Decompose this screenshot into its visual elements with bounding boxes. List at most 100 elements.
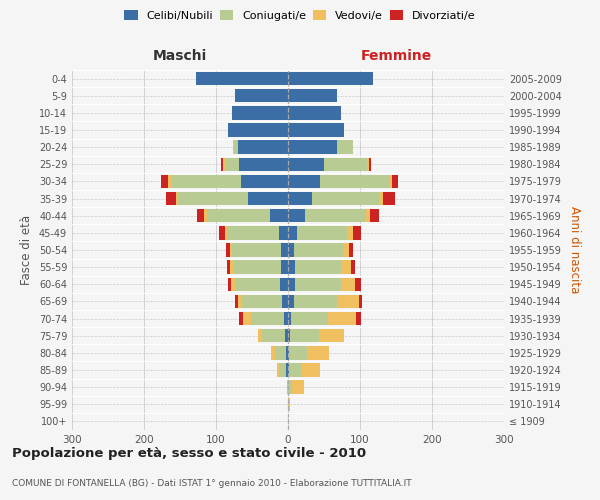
Bar [262, 329, 285, 342]
Bar [352, 260, 355, 274]
Bar [288, 329, 290, 342]
Bar [288, 260, 295, 274]
Bar [227, 278, 231, 291]
Bar [289, 364, 301, 376]
Bar [288, 209, 305, 222]
Bar [295, 260, 341, 274]
Bar [196, 72, 288, 86]
Bar [301, 364, 320, 376]
Bar [228, 124, 288, 136]
Y-axis label: Fasce di età: Fasce di età [20, 215, 33, 285]
Bar [341, 278, 355, 291]
Bar [367, 209, 370, 222]
Bar [205, 209, 206, 222]
Bar [288, 140, 337, 154]
Bar [251, 312, 284, 326]
Bar [288, 398, 290, 411]
Bar [353, 226, 361, 239]
Text: Femmine: Femmine [361, 49, 431, 63]
Bar [270, 209, 288, 222]
Bar [295, 278, 341, 291]
Bar [289, 346, 307, 360]
Bar [275, 346, 286, 360]
Bar [284, 312, 288, 326]
Bar [307, 346, 329, 360]
Bar [223, 158, 224, 171]
Bar [356, 312, 361, 326]
Bar [295, 244, 343, 256]
Bar [313, 192, 379, 205]
Bar [227, 260, 230, 274]
Bar [166, 192, 176, 205]
Bar [244, 312, 251, 326]
Bar [288, 192, 313, 205]
Bar [176, 192, 178, 205]
Bar [337, 294, 359, 308]
Bar [169, 174, 170, 188]
Bar [285, 329, 288, 342]
Bar [281, 260, 288, 274]
Bar [288, 364, 289, 376]
Bar [235, 89, 288, 102]
Bar [234, 260, 281, 274]
Bar [383, 192, 395, 205]
Text: COMUNE DI FONTANELLA (BG) - Dati ISTAT 1° gennaio 2010 - Elaborazione TUTTITALIA: COMUNE DI FONTANELLA (BG) - Dati ISTAT 1… [12, 479, 412, 488]
Bar [280, 364, 286, 376]
Bar [324, 158, 367, 171]
Bar [390, 174, 392, 188]
Bar [337, 140, 353, 154]
Bar [248, 192, 288, 205]
Bar [288, 346, 289, 360]
Bar [238, 294, 242, 308]
Bar [343, 244, 349, 256]
Bar [368, 158, 371, 171]
Bar [367, 158, 368, 171]
Bar [288, 72, 373, 86]
Bar [328, 312, 356, 326]
Bar [258, 329, 262, 342]
Bar [288, 278, 295, 291]
Bar [319, 329, 344, 342]
Bar [178, 192, 248, 205]
Bar [288, 106, 341, 120]
Bar [235, 294, 238, 308]
Bar [232, 244, 281, 256]
Bar [224, 226, 227, 239]
Bar [288, 174, 320, 188]
Bar [370, 209, 379, 222]
Bar [277, 364, 280, 376]
Bar [292, 380, 304, 394]
Bar [230, 244, 232, 256]
Bar [281, 294, 288, 308]
Bar [280, 278, 288, 291]
Bar [286, 364, 288, 376]
Bar [392, 174, 398, 188]
Bar [355, 278, 361, 291]
Bar [288, 312, 291, 326]
Bar [170, 174, 241, 188]
Bar [271, 346, 275, 360]
Bar [206, 209, 270, 222]
Bar [288, 294, 294, 308]
Bar [296, 226, 347, 239]
Bar [349, 244, 353, 256]
Bar [291, 312, 328, 326]
Bar [227, 226, 278, 239]
Bar [287, 380, 288, 394]
Bar [234, 140, 238, 154]
Bar [221, 158, 223, 171]
Bar [341, 260, 352, 274]
Bar [238, 140, 288, 154]
Bar [288, 380, 292, 394]
Bar [288, 244, 295, 256]
Bar [305, 209, 367, 222]
Bar [294, 294, 337, 308]
Text: Popolazione per età, sesso e stato civile - 2010: Popolazione per età, sesso e stato civil… [12, 448, 366, 460]
Bar [239, 312, 244, 326]
Bar [278, 226, 288, 239]
Y-axis label: Anni di nascita: Anni di nascita [568, 206, 581, 294]
Bar [288, 158, 324, 171]
Bar [224, 158, 239, 171]
Bar [230, 260, 234, 274]
Bar [288, 89, 337, 102]
